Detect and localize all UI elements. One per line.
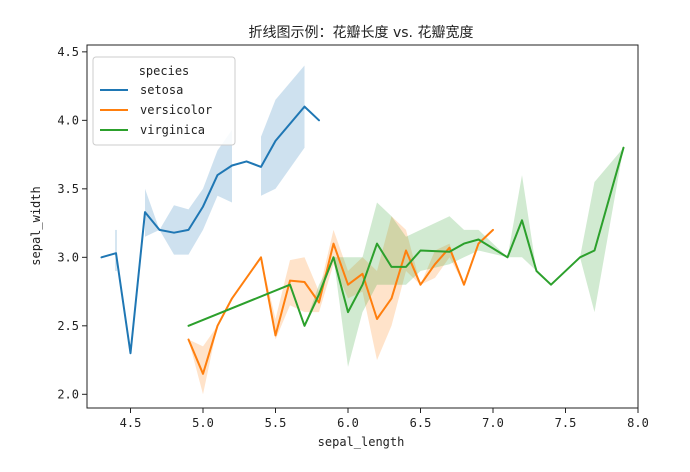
plot-frame bbox=[86, 44, 639, 409]
legend-title: species bbox=[139, 64, 190, 78]
versicolor-series-line bbox=[187, 228, 494, 375]
x-tick-label: 6.0 bbox=[337, 416, 359, 430]
virginica-ci-band bbox=[188, 147, 624, 367]
x-tick-label: 7.0 bbox=[482, 416, 504, 430]
legend: species setosa versicolor virginica bbox=[92, 56, 236, 146]
y-tick-label: 4.5 bbox=[57, 45, 79, 59]
y-tick-label: 4.0 bbox=[57, 113, 79, 127]
virginica-series-line bbox=[187, 146, 625, 327]
chart-title: 折线图示例：花瓣长度 vs. 花瓣宽度 bbox=[249, 24, 474, 41]
setosa-ci-band bbox=[261, 65, 305, 196]
plot-area bbox=[100, 65, 625, 395]
x-axis-label: sepal_length bbox=[318, 435, 405, 449]
y-axis: 2.0 2.5 3.0 3.5 4.0 4.5 bbox=[57, 45, 87, 401]
legend-label-versicolor: versicolor bbox=[140, 103, 212, 117]
x-axis: 4.5 5.0 5.5 6.0 6.5 7.0 7.5 8.0 bbox=[120, 408, 649, 430]
y-axis-label: sepal_width bbox=[29, 186, 43, 265]
x-tick-label: 5.5 bbox=[265, 416, 287, 430]
x-tick-label: 6.5 bbox=[410, 416, 432, 430]
y-tick-label: 2.5 bbox=[57, 319, 79, 333]
setosa-ci-band bbox=[145, 129, 232, 255]
x-tick-label: 8.0 bbox=[627, 416, 649, 430]
x-tick-label: 4.5 bbox=[120, 416, 142, 430]
y-tick-label: 2.0 bbox=[57, 387, 79, 401]
x-tick-label: 7.5 bbox=[555, 416, 577, 430]
legend-label-virginica: virginica bbox=[140, 123, 205, 137]
versicolor-ci-band bbox=[188, 216, 493, 395]
y-tick-label: 3.5 bbox=[57, 182, 79, 196]
setosa-series-line bbox=[100, 105, 320, 355]
y-tick-label: 3.0 bbox=[57, 250, 79, 264]
legend-label-setosa: setosa bbox=[140, 83, 183, 97]
x-tick-label: 5.0 bbox=[192, 416, 214, 430]
legend-box bbox=[92, 56, 236, 146]
